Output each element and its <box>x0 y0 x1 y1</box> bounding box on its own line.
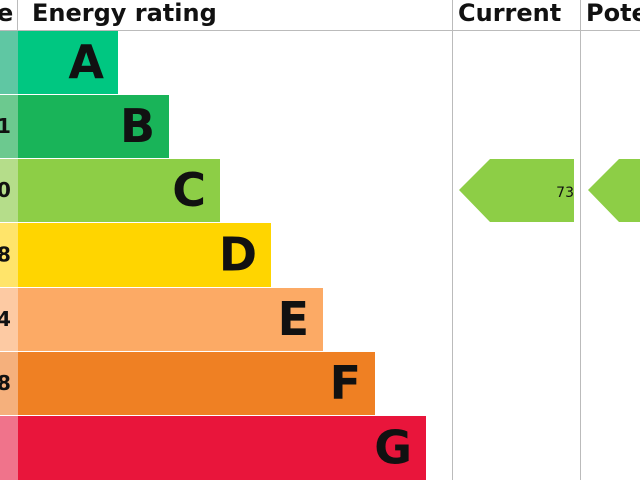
rating-letter: G <box>374 421 412 475</box>
rating-bar <box>18 95 169 158</box>
score-header: e <box>0 0 13 27</box>
score-cell <box>0 352 18 415</box>
potential-arrow <box>588 159 640 222</box>
rating-bar <box>18 31 118 94</box>
score-label: 4 <box>0 307 11 331</box>
rating-bar <box>18 352 375 415</box>
score-cell <box>0 159 18 222</box>
current-arrow <box>459 159 574 222</box>
score-label: 0 <box>0 178 11 202</box>
score-cell <box>0 95 18 158</box>
rating-bar <box>18 159 220 222</box>
current-value: 73 <box>556 185 574 201</box>
potential-header: Pote <box>586 0 640 27</box>
rating-header: Energy rating <box>32 0 217 27</box>
rating-letter: A <box>68 35 104 89</box>
score-cell <box>0 223 18 287</box>
score-cell <box>0 288 18 351</box>
score-label: 1 <box>0 114 11 138</box>
rating-rows: A 1 B 0 C 8 D 4 E 8 FG <box>0 31 426 480</box>
rating-bar <box>18 288 323 351</box>
score-cell <box>0 31 18 94</box>
rating-letter: C <box>172 163 206 217</box>
rating-letter: D <box>219 228 257 282</box>
rating-bar <box>18 223 271 287</box>
score-cell <box>0 416 18 480</box>
rating-bar <box>18 416 426 480</box>
rating-letter: E <box>278 292 309 346</box>
rating-letter: F <box>330 356 361 410</box>
score-label: 8 <box>0 243 11 267</box>
rating-letter: B <box>120 99 155 153</box>
score-label: 8 <box>0 371 11 395</box>
current-header: Current <box>458 0 561 27</box>
